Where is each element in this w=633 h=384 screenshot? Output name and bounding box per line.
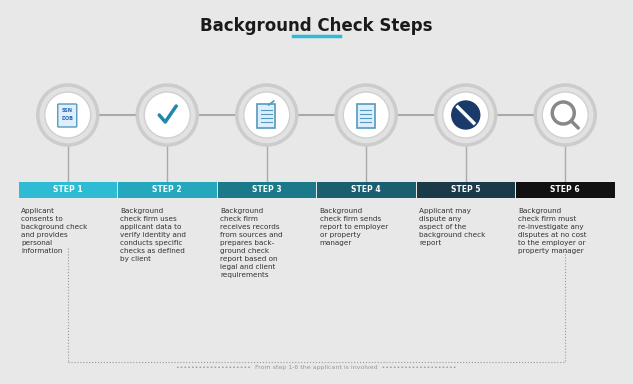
Circle shape [542, 92, 588, 138]
FancyBboxPatch shape [118, 182, 216, 198]
Circle shape [45, 92, 91, 138]
Text: Background Check Steps: Background Check Steps [200, 17, 433, 35]
Circle shape [436, 85, 496, 145]
FancyBboxPatch shape [18, 182, 117, 198]
Text: ••••••••••••••••••••  From step 1-6 the applicant is involved  •••••••••••••••••: •••••••••••••••••••• From step 1-6 the a… [176, 366, 457, 371]
Circle shape [452, 101, 480, 129]
Text: Applicant
consents to
background check
and provides
personal
information: Applicant consents to background check a… [21, 208, 87, 254]
FancyBboxPatch shape [417, 182, 515, 198]
Circle shape [38, 85, 97, 145]
FancyBboxPatch shape [257, 104, 275, 127]
Text: Background
check firm
receives records
from sources and
prepares back-
ground ch: Background check firm receives records f… [220, 208, 282, 278]
Circle shape [237, 85, 297, 145]
FancyBboxPatch shape [357, 104, 375, 127]
Text: Background
check firm uses
applicant data to
verify identity and
conducts specif: Background check firm uses applicant dat… [120, 208, 187, 262]
Text: STEP 3: STEP 3 [252, 185, 282, 195]
Text: DOB: DOB [61, 116, 73, 121]
Text: Applicant may
dispute any
aspect of the
background check
report: Applicant may dispute any aspect of the … [419, 208, 486, 246]
Circle shape [137, 85, 197, 145]
Text: SSN: SSN [62, 109, 73, 114]
Text: STEP 2: STEP 2 [153, 185, 182, 195]
FancyBboxPatch shape [516, 182, 615, 198]
FancyBboxPatch shape [218, 182, 316, 198]
Circle shape [244, 92, 290, 138]
Text: Background
check firm must
re-investigate any
disputes at no cost
to the employe: Background check firm must re-investigat… [518, 208, 587, 254]
Circle shape [336, 85, 396, 145]
Circle shape [144, 92, 191, 138]
Text: STEP 4: STEP 4 [351, 185, 381, 195]
Text: STEP 5: STEP 5 [451, 185, 480, 195]
Text: Background
check firm sends
report to employer
or property
manager: Background check firm sends report to em… [320, 208, 388, 246]
Circle shape [343, 92, 389, 138]
FancyBboxPatch shape [317, 182, 415, 198]
Text: STEP 1: STEP 1 [53, 185, 82, 195]
Circle shape [536, 85, 595, 145]
Text: STEP 6: STEP 6 [551, 185, 580, 195]
Circle shape [442, 92, 489, 138]
FancyBboxPatch shape [58, 104, 77, 127]
